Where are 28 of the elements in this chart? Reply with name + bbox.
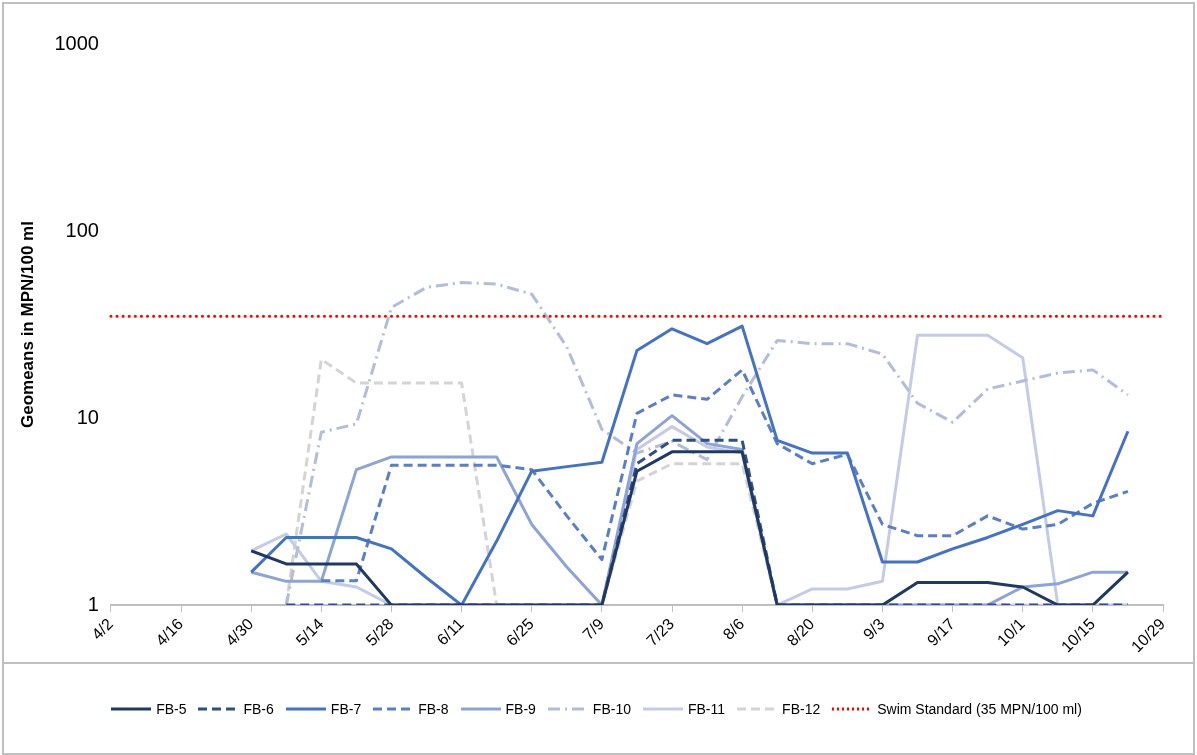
legend-label: FB-9 [505, 700, 536, 717]
legend-label: FB-7 [330, 700, 362, 717]
y-tick-label: 10 [76, 405, 99, 428]
x-tick-label: 8/20 [783, 615, 818, 650]
y-tick-label: 1 [87, 592, 99, 615]
line-series [284, 281, 1130, 606]
legend-label: FB-8 [418, 700, 449, 717]
legend-label: FB-6 [243, 700, 274, 717]
x-tick-label: 4/2 [88, 615, 117, 643]
x-tick-label: 8/6 [719, 615, 748, 643]
legend-label: Swim Standard (35 MPN/100 ml) [877, 700, 1082, 717]
x-tick-label: 4/30 [222, 615, 257, 650]
y-axis-title: Geomeans in MPN/100 ml [17, 221, 37, 429]
y-tick-label: 100 [65, 218, 99, 241]
x-tick-label: 5/28 [362, 615, 397, 650]
line-series [319, 368, 1130, 583]
y-tick-label: 1000 [54, 31, 99, 54]
legend-label: FB-12 [782, 700, 821, 717]
x-tick-label: 7/9 [579, 615, 608, 643]
x-tick-label: 6/11 [433, 615, 467, 649]
x-tick-label: 6/25 [502, 615, 538, 650]
legend-label: FB-5 [156, 700, 187, 717]
legend-label: FB-10 [592, 700, 631, 717]
x-tick-label: 7/23 [643, 615, 678, 650]
x-tick-label: 9/3 [859, 615, 888, 643]
x-tick-label: 4/16 [152, 615, 187, 650]
x-tick-label: 10/1 [993, 615, 1029, 650]
legend-label: FB-11 [687, 700, 726, 717]
